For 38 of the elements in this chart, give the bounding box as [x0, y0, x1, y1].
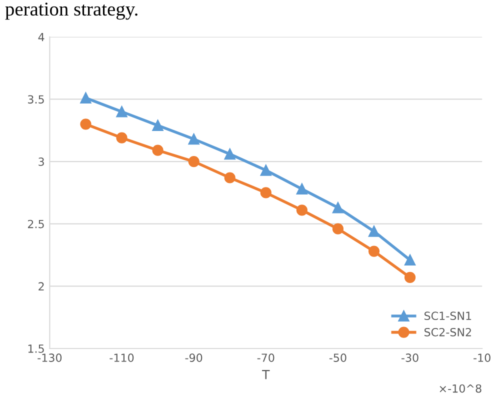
y-tick-label: 4	[38, 33, 44, 42]
point	[260, 187, 272, 198]
x-axis-title: T	[262, 370, 270, 380]
point	[404, 254, 416, 266]
point	[404, 272, 416, 284]
point	[188, 134, 200, 145]
x-tick-label: -90	[185, 354, 202, 362]
point	[368, 246, 380, 257]
x-tick-label: -50	[329, 354, 346, 362]
y-tick-label: 2	[38, 282, 44, 290]
point	[224, 172, 236, 184]
text: peration strategy.	[5, 2, 138, 20]
point	[80, 92, 92, 104]
point	[152, 144, 164, 156]
x-tick-label: -110	[110, 354, 134, 362]
point	[116, 132, 128, 144]
x-tick-label: -70	[257, 354, 274, 362]
point	[80, 118, 92, 130]
point	[224, 148, 236, 160]
point	[368, 226, 380, 237]
x-tick-label: -30	[401, 354, 418, 362]
text: ×-10^8	[440, 384, 482, 393]
x-tick-label: -10	[474, 354, 490, 362]
y-tick-label: 3.5	[28, 95, 44, 104]
legend-label: SC2-SN2	[424, 328, 471, 336]
point	[260, 164, 272, 176]
x-tick-label: -130	[38, 354, 62, 362]
point	[188, 156, 200, 168]
point	[332, 223, 344, 234]
point	[152, 120, 164, 131]
y-tick-label: 3	[38, 158, 44, 166]
point	[296, 204, 308, 216]
legend-label: SC1-SN1	[424, 312, 472, 320]
point	[296, 183, 308, 195]
point	[116, 106, 128, 118]
point	[332, 202, 344, 214]
y-tick-label: 1.5	[28, 344, 44, 353]
y-tick-label: 2.5	[28, 220, 44, 228]
